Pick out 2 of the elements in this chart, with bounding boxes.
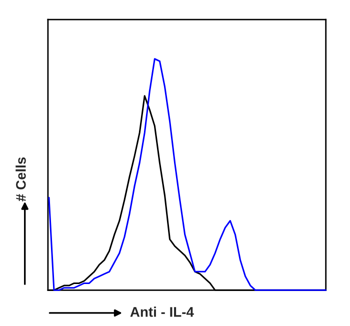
y-axis-title: # Cells — [16, 157, 26, 202]
x-axis-title: Anti - IL-4 — [130, 306, 194, 317]
